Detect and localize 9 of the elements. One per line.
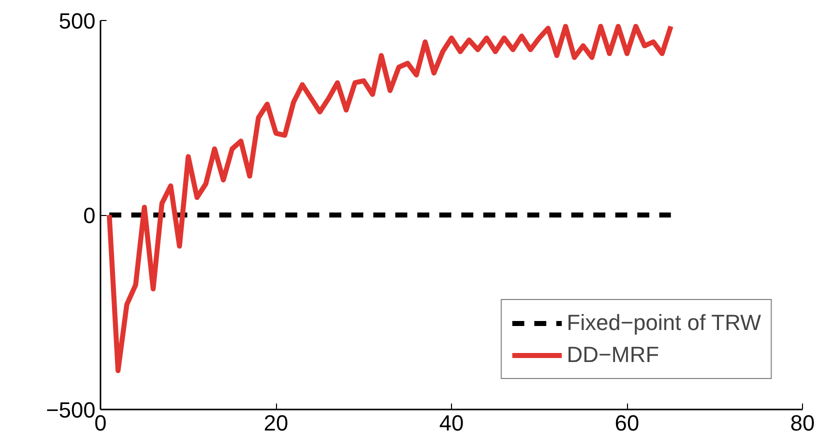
legend-label: DD−MRF	[566, 342, 660, 368]
x-tick-label: 60	[614, 410, 640, 433]
y-tick-label: 500	[58, 8, 96, 34]
x-tick-label: 40	[439, 410, 464, 433]
y-tick-label: −500	[46, 398, 96, 422]
x-tick-label: 80	[790, 410, 815, 433]
legend-label: Fixed−point of TRW	[566, 310, 761, 336]
x-tick-label: 20	[264, 410, 288, 433]
y-tick-label: 0	[83, 203, 96, 228]
